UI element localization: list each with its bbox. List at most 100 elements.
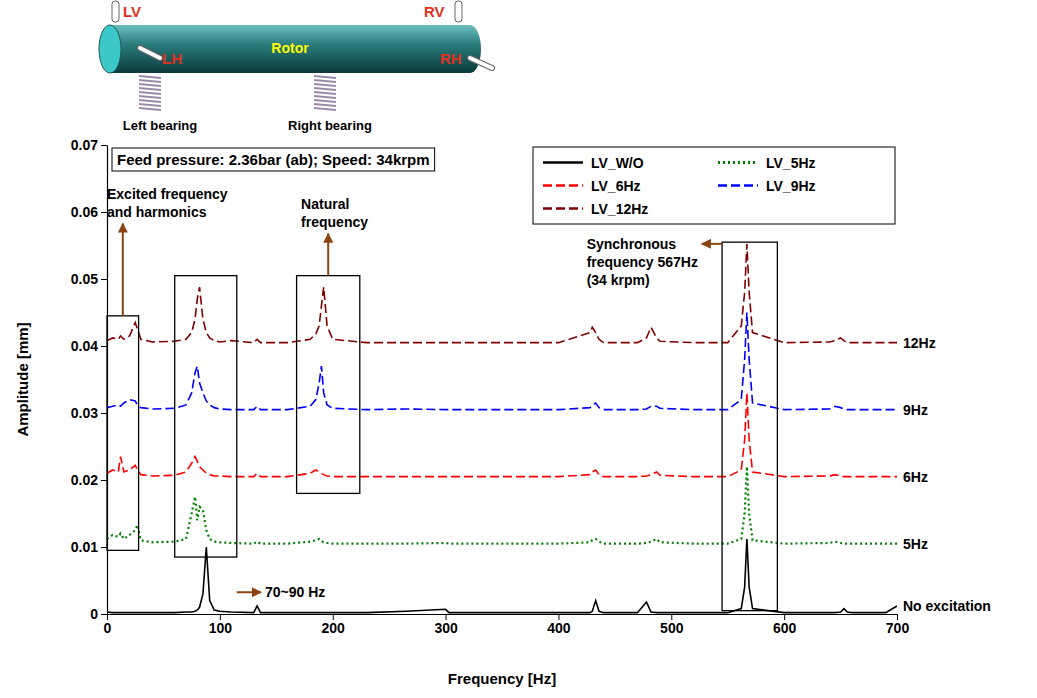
probe [470, 58, 492, 68]
x-tick-label: 0 [104, 620, 112, 636]
y-tick: 0.03 [71, 405, 107, 421]
series-end-label: 6Hz [903, 469, 928, 485]
series-line [107, 393, 897, 477]
bearing-coil [314, 88, 336, 90]
y-tick: 0.02 [71, 472, 107, 488]
probe [140, 48, 160, 58]
y-tick-label: 0 [90, 606, 98, 622]
rotor-face [99, 25, 121, 73]
bearing-coil [314, 80, 336, 82]
y-tick: 0 [90, 606, 107, 622]
annotation-text: Synchronous [587, 236, 677, 252]
x-axis: 0 100 200 300 400 500 600 700 [104, 614, 910, 636]
series-end-label: 12Hz [903, 335, 936, 351]
y-tick: 0.06 [71, 204, 107, 220]
x-tick-label: 700 [886, 620, 910, 636]
bearing-coil [139, 100, 161, 102]
x-tick-label: 400 [547, 620, 571, 636]
x-tick: 100 [209, 614, 233, 636]
x-axis-line [108, 614, 898, 615]
y-tick-label: 0.03 [71, 405, 98, 421]
probe [112, 1, 119, 22]
legend: LV_W/OLV_5HzLV_6HzLV_9HzLV_12Hz [533, 147, 895, 224]
x-tick-label: 600 [773, 620, 797, 636]
annotation-box [297, 276, 360, 494]
annotation-box [722, 242, 777, 611]
annotation-arrow [702, 243, 722, 245]
bearing-coil [139, 96, 161, 98]
y-tick: 0.07 [71, 137, 107, 153]
legend-swatch [543, 184, 583, 187]
x-tick: 400 [547, 614, 571, 636]
chart: LVRVLHRHRotorLeft bearingRight bearing01… [0, 0, 1037, 698]
bearing-coil [139, 92, 161, 94]
rotor-body [110, 25, 470, 73]
bearing-coil [139, 76, 161, 78]
y-tick-label: 0.07 [71, 137, 98, 153]
title-box [112, 148, 435, 171]
annotation-text: Excited frequency [107, 186, 228, 202]
bearing-coil [314, 104, 336, 106]
legend-swatch [718, 184, 758, 187]
series-end-label: No excitation [903, 598, 991, 614]
annotations: Excited frequencyand harmonics70~90 HzNa… [107, 186, 777, 611]
chart-title: Feed pressure: 2.36bar (ab); Speed: 34kr… [117, 151, 430, 168]
y-axis: 0 0.01 0.02 0.03 0.04 0.05 0.06 0.07 [71, 137, 108, 622]
annotation-arrow [122, 224, 124, 316]
legend-label: LV_5Hz [766, 155, 816, 171]
y-tick: 0.04 [71, 338, 107, 354]
diagram-label: Left bearing [123, 118, 197, 133]
y-tick-mark [101, 279, 107, 280]
bearing-coil [314, 84, 336, 86]
legend-box [533, 147, 895, 224]
bearing-coil [314, 96, 336, 98]
bearing-coil [139, 84, 161, 86]
annotation-box [107, 316, 139, 550]
annotation-arrow [237, 591, 261, 593]
diagram-label: RV [424, 3, 445, 20]
x-tick: 300 [434, 614, 458, 636]
bearing-coil [139, 88, 161, 90]
legend-swatch [543, 161, 583, 164]
y-tick: 0.01 [71, 539, 107, 555]
annotation-text: frequency 567Hz [587, 254, 698, 270]
legend-swatch [718, 161, 758, 164]
legend-label: LV_9Hz [766, 178, 816, 194]
y-tick-mark [101, 614, 107, 615]
x-tick-label: 500 [660, 620, 684, 636]
bearing-coil [314, 92, 336, 94]
series-end-label: 9Hz [903, 402, 928, 418]
diagram-label: RH [440, 50, 462, 67]
annotation-text: Natural [301, 196, 349, 212]
diagram-label: LH [162, 50, 182, 67]
y-tick: 0.05 [71, 271, 107, 287]
series-line [107, 244, 897, 342]
y-tick-label: 0.06 [71, 204, 98, 220]
bearing-coil [314, 108, 336, 110]
bearing-coil [139, 104, 161, 106]
x-tick: 200 [322, 614, 346, 636]
y-tick-label: 0.05 [71, 271, 98, 287]
annotation-text: frequency [301, 214, 368, 230]
x-axis-title: Frequency [Hz] [448, 670, 556, 687]
y-tick-label: 0.04 [71, 338, 98, 354]
y-tick-mark [101, 346, 107, 347]
plot-area [107, 244, 897, 612]
legend-label: LV_6Hz [591, 178, 641, 194]
y-tick-label: 0.01 [71, 539, 98, 555]
diagram-label: Rotor [271, 40, 309, 56]
x-tick: 600 [773, 614, 797, 636]
y-tick-mark [101, 413, 107, 414]
diagram-label: Right bearing [288, 118, 372, 133]
rotor-diagram: LVRVLHRHRotorLeft bearingRight bearing [99, 1, 492, 133]
x-tick: 700 [886, 614, 910, 636]
y-tick-label: 0.02 [71, 472, 98, 488]
rotor-end [459, 25, 481, 73]
probe [455, 1, 462, 22]
series-line [107, 467, 897, 544]
y-tick-mark [101, 145, 107, 146]
x-tick: 500 [660, 614, 684, 636]
legend-swatch [543, 207, 583, 210]
series-line [107, 313, 897, 410]
legend-label: LV_12Hz [591, 201, 648, 217]
